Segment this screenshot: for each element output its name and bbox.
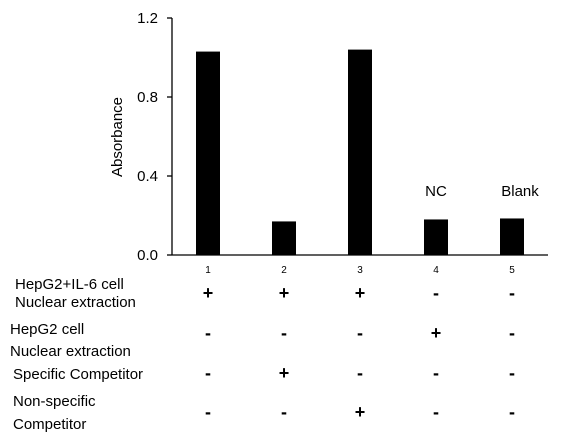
condition-label: Non-specific bbox=[13, 393, 96, 410]
minus-sign: - bbox=[509, 363, 515, 383]
bar-2 bbox=[272, 221, 296, 255]
condition-label: Competitor bbox=[13, 416, 87, 433]
plus-sign: + bbox=[430, 323, 442, 343]
minus-sign: - bbox=[433, 283, 439, 303]
plus-sign: + bbox=[354, 402, 366, 422]
bar-annotation-nc: NC bbox=[425, 183, 447, 200]
plus-sign: + bbox=[202, 283, 214, 303]
minus-sign: - bbox=[205, 402, 211, 422]
minus-sign: - bbox=[205, 323, 211, 343]
condition-label: HepG2 cell bbox=[10, 321, 85, 338]
bar-5 bbox=[500, 218, 524, 255]
minus-sign: - bbox=[281, 402, 287, 422]
y-tick-label: 0.8 bbox=[137, 89, 158, 106]
minus-sign: - bbox=[357, 363, 363, 383]
y-tick-label: 0.4 bbox=[137, 168, 158, 185]
condition-label: HepG2+IL-6 cell bbox=[15, 276, 124, 293]
plus-sign: + bbox=[278, 363, 290, 383]
y-axis-label: Absorbance bbox=[109, 97, 126, 177]
bar-4 bbox=[424, 219, 448, 255]
minus-sign: - bbox=[205, 363, 211, 383]
minus-sign: - bbox=[509, 402, 515, 422]
condition-label: Nuclear extraction bbox=[15, 294, 136, 311]
x-tick-label: 4 bbox=[433, 265, 439, 276]
minus-sign: - bbox=[433, 402, 439, 422]
minus-sign: - bbox=[509, 283, 515, 303]
x-tick-label: 5 bbox=[509, 265, 515, 276]
x-tick-label: 1 bbox=[205, 265, 211, 276]
plus-sign: + bbox=[278, 283, 290, 303]
y-tick-label: 0.0 bbox=[137, 247, 158, 264]
bar-3 bbox=[348, 49, 372, 255]
x-tick-label: 3 bbox=[357, 265, 363, 276]
minus-sign: - bbox=[357, 323, 363, 343]
minus-sign: - bbox=[509, 323, 515, 343]
condition-label: Nuclear extraction bbox=[10, 343, 131, 360]
bar-annotation-blank: Blank bbox=[501, 183, 539, 200]
bar-1 bbox=[196, 51, 220, 256]
plus-sign: + bbox=[354, 283, 366, 303]
y-tick-label: 1.2 bbox=[137, 10, 158, 27]
minus-sign: - bbox=[433, 363, 439, 383]
x-tick-label: 2 bbox=[281, 265, 287, 276]
condition-label: Specific Competitor bbox=[13, 366, 144, 383]
plot-area: 0.0 0.4 0.8 1.2 Absorbance 1 2 3 4 NC 5 Blank bbox=[109, 10, 548, 276]
minus-sign: - bbox=[281, 323, 287, 343]
